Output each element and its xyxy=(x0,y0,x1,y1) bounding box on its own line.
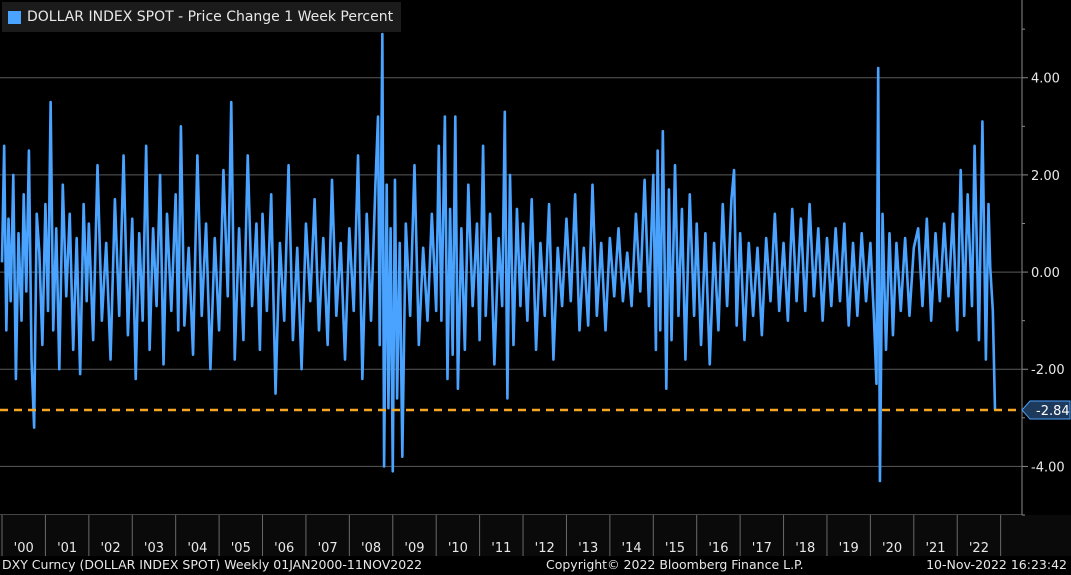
x-tick-label: '07 xyxy=(318,541,338,556)
legend-label: DOLLAR INDEX SPOT - Price Change 1 Week … xyxy=(27,9,394,25)
x-tick-label: '19 xyxy=(839,541,859,556)
y-tick-label: -4.00 xyxy=(1031,460,1065,475)
x-tick-label: '10 xyxy=(448,541,468,556)
x-tick-label: '06 xyxy=(274,541,294,556)
x-tick-label: '22 xyxy=(969,541,989,556)
series-layer xyxy=(0,32,997,483)
x-tick-label: '14 xyxy=(622,541,642,556)
x-tick-label: '00 xyxy=(14,541,34,556)
x-tick-label: '16 xyxy=(708,541,728,556)
legend: DOLLAR INDEX SPOT - Price Change 1 Week … xyxy=(2,2,402,32)
reference-line-layer: -2.84 xyxy=(0,400,1071,420)
x-tick-label: '05 xyxy=(231,541,251,556)
x-tick-label: '02 xyxy=(100,541,120,556)
x-tick-label: '04 xyxy=(187,541,207,556)
y-tick-label: 0.00 xyxy=(1031,266,1060,281)
x-tick-label: '03 xyxy=(144,541,164,556)
footer-timestamp: 10-Nov-2022 16:23:42 xyxy=(926,557,1067,572)
series-line xyxy=(0,32,997,483)
last-value-tag xyxy=(1021,400,1071,420)
footer: DXY Curncy (DOLLAR INDEX SPOT) Weekly 01… xyxy=(0,556,1071,575)
x-tick-label: '08 xyxy=(361,541,381,556)
footer-copyright: Copyright© 2022 Bloomberg Finance L.P. xyxy=(546,557,804,572)
x-tick-label: '09 xyxy=(404,541,424,556)
x-tick-label: '18 xyxy=(795,541,815,556)
legend-swatch xyxy=(8,10,21,24)
y-tick-label: -2.00 xyxy=(1031,363,1065,378)
last-value-label: -2.84 xyxy=(1036,404,1070,419)
x-axis-band xyxy=(0,515,1071,556)
y-axis: 4.00 2.00 0.00 -2.00 -4.00 xyxy=(1022,28,1065,516)
gridlines xyxy=(0,0,1071,556)
x-tick-label: '17 xyxy=(752,541,772,556)
x-tick-label: '13 xyxy=(578,541,598,556)
x-tick-label: '20 xyxy=(882,541,902,556)
x-tick-label: '21 xyxy=(925,541,945,556)
x-tick-label: '11 xyxy=(491,541,511,556)
x-tick-label: '12 xyxy=(535,541,555,556)
y-tick-label: 2.00 xyxy=(1031,169,1060,184)
x-axis: '00 '01 '02 '03 '04 '05 '06 '07 '08 '09 '10 '11 '12 '… xyxy=(1,515,1002,556)
footer-ticker: DXY Curncy (DOLLAR INDEX SPOT) Weekly 01… xyxy=(2,557,423,572)
y-tick-label: 4.00 xyxy=(1031,72,1060,87)
x-tick-label: '01 xyxy=(57,541,77,556)
x-tick-label: '15 xyxy=(665,541,685,556)
